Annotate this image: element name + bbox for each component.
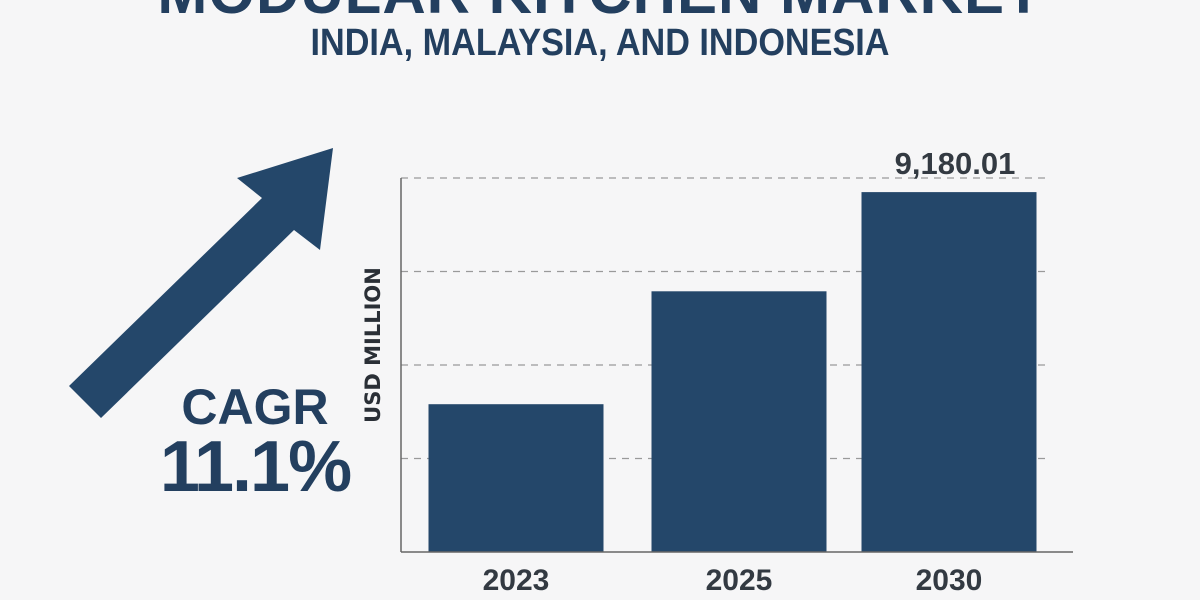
x-tick-label: 2030 xyxy=(916,564,983,597)
cagr-label: CAGR xyxy=(181,379,329,435)
y-axis-label: USD MILLION xyxy=(361,267,385,423)
bar-2025 xyxy=(651,291,827,552)
data-label: 9,180.01 xyxy=(895,146,1016,181)
bar-2023 xyxy=(428,404,604,552)
x-tick-label: 2023 xyxy=(483,564,550,597)
cagr-value: 11.1% xyxy=(159,427,352,507)
bar-2030 xyxy=(861,192,1037,553)
x-tick-label: 2025 xyxy=(706,564,773,597)
up-right-arrow-icon xyxy=(69,148,333,418)
chart-subtitle: INDIA, MALAYSIA, AND INDONESIA xyxy=(310,22,890,64)
chart-title: MODULAR KITCHEN MARKET xyxy=(0,0,1200,27)
